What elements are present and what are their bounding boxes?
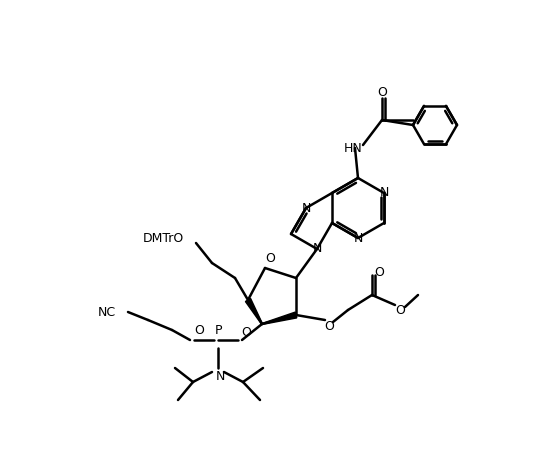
- Text: O: O: [377, 86, 387, 100]
- Text: O: O: [194, 324, 204, 337]
- Text: O: O: [265, 252, 275, 264]
- Text: N: N: [301, 202, 311, 214]
- Text: DMTrO: DMTrO: [143, 232, 184, 244]
- Text: N: N: [312, 243, 322, 255]
- Text: N: N: [379, 187, 389, 199]
- Text: N: N: [353, 232, 362, 244]
- Text: N: N: [215, 369, 225, 383]
- Text: P: P: [214, 324, 222, 337]
- Text: O: O: [324, 319, 334, 333]
- Text: NC: NC: [98, 305, 116, 318]
- Text: O: O: [395, 303, 405, 317]
- Text: O: O: [374, 267, 384, 279]
- Polygon shape: [262, 312, 297, 324]
- Polygon shape: [245, 298, 262, 324]
- Text: HN: HN: [344, 142, 362, 155]
- Text: O: O: [241, 325, 251, 339]
